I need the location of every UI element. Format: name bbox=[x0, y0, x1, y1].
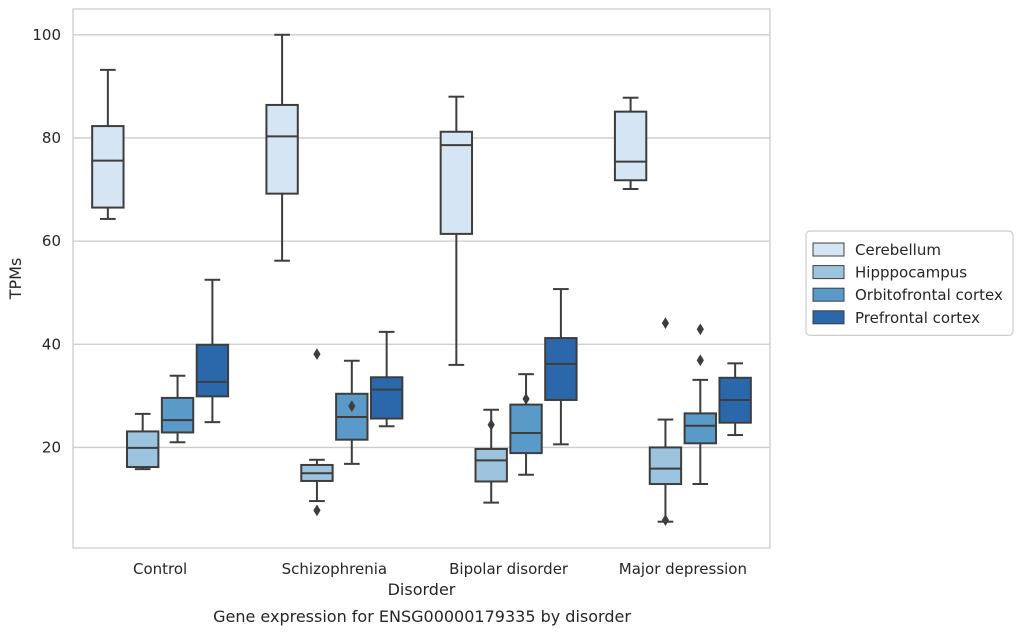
box-iqr bbox=[439, 130, 474, 235]
box-iqr bbox=[613, 110, 648, 182]
legend-item-label: Hipppocampus bbox=[855, 264, 967, 282]
y-tick-label: 60 bbox=[42, 232, 61, 250]
box-iqr bbox=[265, 103, 299, 195]
outlier-point bbox=[487, 418, 495, 431]
x-tick-label: Major depression bbox=[619, 560, 747, 578]
box-iqr bbox=[160, 396, 195, 434]
legend-swatch bbox=[812, 265, 845, 280]
legend: Cerebellum Hipppocampus Orbitofrontal cort… bbox=[805, 230, 1014, 337]
box-cerebellum bbox=[613, 96, 648, 191]
plot-frame bbox=[72, 8, 771, 549]
legend-item-label: Cerebellum bbox=[855, 241, 941, 259]
box-iqr bbox=[369, 376, 404, 420]
outlier-point bbox=[348, 400, 356, 413]
box-iqr bbox=[91, 125, 125, 209]
box-hipppocampus bbox=[300, 348, 334, 517]
box-iqr bbox=[683, 412, 717, 445]
box-cerebellum bbox=[91, 68, 125, 220]
legend-frame bbox=[805, 230, 1014, 337]
x-tick-label: Control bbox=[133, 560, 187, 578]
box-hipppocampus bbox=[648, 317, 683, 526]
x-axis-label: Disorder bbox=[388, 580, 456, 599]
legend-swatch bbox=[812, 287, 845, 302]
box-iqr bbox=[648, 446, 683, 486]
box-hipppocampus bbox=[126, 412, 160, 471]
box-iqr bbox=[544, 337, 578, 401]
box-prefrontal-cortex bbox=[544, 288, 578, 446]
box-orbitofrontal-cortex bbox=[509, 373, 543, 476]
box-cerebellum bbox=[265, 33, 299, 262]
outlier-point bbox=[661, 514, 670, 526]
box-cerebellum bbox=[439, 95, 474, 366]
box-iqr bbox=[474, 447, 508, 483]
legend-item-label: Orbitofrontal cortex bbox=[855, 286, 1003, 304]
legend-swatch bbox=[812, 242, 845, 257]
box-plot-area bbox=[91, 33, 752, 526]
box-prefrontal-cortex bbox=[195, 278, 230, 424]
y-tick-label: 80 bbox=[42, 129, 61, 147]
outlier-point bbox=[313, 504, 321, 517]
box-orbitofrontal-cortex bbox=[335, 359, 369, 465]
y-axis-ticks: 20 40 60 80 100 bbox=[32, 26, 61, 457]
box-orbitofrontal-cortex bbox=[160, 374, 195, 444]
chart-caption: Gene expression for ENSG00000179335 by d… bbox=[213, 607, 631, 626]
outlier-point bbox=[522, 393, 530, 405]
box-iqr bbox=[126, 430, 160, 469]
x-axis-ticks: Control Schizophrenia Bipolar disorder Majo… bbox=[133, 560, 747, 578]
y-tick-label: 40 bbox=[42, 335, 61, 353]
x-tick-label: Schizophrenia bbox=[282, 560, 387, 578]
outlier-point bbox=[661, 317, 670, 329]
box-iqr bbox=[509, 403, 543, 455]
y-axis-label: TPMs bbox=[6, 258, 25, 301]
box-iqr bbox=[195, 343, 230, 398]
y-tick-label: 20 bbox=[42, 438, 61, 456]
outlier-point bbox=[313, 348, 321, 360]
legend-item-label: Prefrontal cortex bbox=[855, 309, 980, 327]
outlier-point bbox=[696, 354, 704, 367]
legend-swatch bbox=[812, 310, 845, 325]
x-tick-label: Bipolar disorder bbox=[449, 560, 569, 578]
box-prefrontal-cortex bbox=[369, 330, 404, 428]
y-tick-label: 100 bbox=[32, 26, 61, 44]
box-prefrontal-cortex bbox=[718, 362, 752, 437]
box-orbitofrontal-cortex bbox=[683, 323, 717, 486]
box-hipppocampus bbox=[474, 408, 508, 504]
outlier-point bbox=[696, 323, 704, 336]
